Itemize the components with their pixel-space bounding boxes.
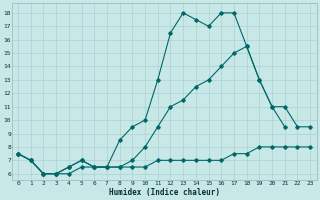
X-axis label: Humidex (Indice chaleur): Humidex (Indice chaleur) — [108, 188, 220, 197]
